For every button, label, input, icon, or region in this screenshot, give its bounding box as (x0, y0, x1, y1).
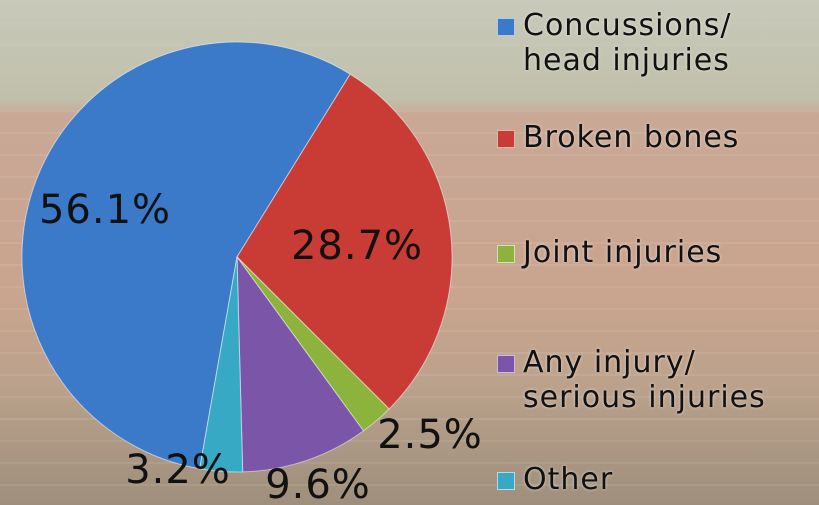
data-label: 56.1% (39, 187, 171, 233)
data-label: 28.7% (291, 223, 423, 269)
legend-label: Other (523, 462, 613, 497)
legend-label: Joint injuries (523, 235, 722, 270)
data-label: 9.6% (265, 462, 371, 505)
chart-page: 56.1% 28.7% 2.5%9.6% 3.2% Concussions/ head… (0, 0, 819, 505)
legend-item: Joint injuries (497, 235, 817, 270)
legend-item: Any injury/ serious injuries (497, 345, 817, 415)
legend-swatch (497, 472, 515, 490)
legend-swatch (497, 130, 515, 148)
legend-item: Concussions/ head injuries (497, 8, 817, 78)
data-label: 3.2% (125, 447, 231, 493)
legend-label: Any injury/ serious injuries (523, 345, 817, 415)
legend-item: Broken bones (497, 120, 817, 155)
data-label: 2.5% (377, 412, 483, 458)
legend-label: Concussions/ head injuries (523, 8, 817, 78)
legend-label: Broken bones (523, 120, 739, 155)
legend-swatch (497, 355, 515, 373)
legend-swatch (497, 245, 515, 263)
legend-swatch (497, 18, 515, 36)
legend-item: Other (497, 462, 817, 497)
